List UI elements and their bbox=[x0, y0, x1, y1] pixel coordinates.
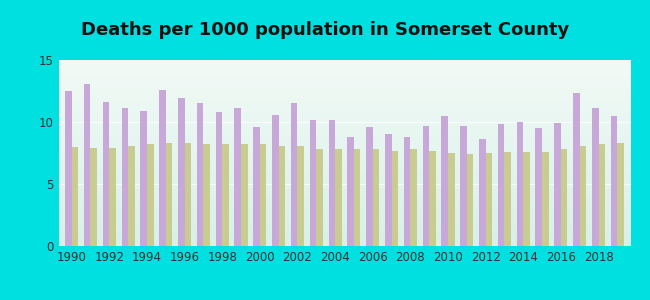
Bar bbox=[159, 90, 166, 246]
Bar bbox=[554, 123, 561, 246]
Bar bbox=[309, 119, 317, 246]
Bar bbox=[542, 152, 549, 246]
Bar bbox=[185, 143, 191, 246]
Bar bbox=[561, 149, 567, 246]
Bar bbox=[203, 144, 210, 246]
Bar bbox=[147, 144, 153, 246]
Bar bbox=[90, 148, 97, 246]
Bar bbox=[291, 103, 298, 246]
Bar bbox=[128, 146, 135, 246]
Bar bbox=[441, 116, 448, 246]
Bar bbox=[216, 112, 222, 246]
Bar bbox=[479, 140, 486, 246]
Bar bbox=[347, 137, 354, 246]
Bar bbox=[222, 144, 229, 246]
Bar bbox=[517, 122, 523, 246]
Bar bbox=[166, 143, 172, 246]
Bar bbox=[404, 137, 410, 246]
Bar bbox=[298, 146, 304, 246]
Bar bbox=[197, 103, 203, 246]
Bar bbox=[140, 111, 147, 246]
Bar bbox=[109, 148, 116, 246]
Bar bbox=[498, 124, 504, 246]
Bar bbox=[536, 128, 542, 246]
Bar bbox=[84, 84, 90, 246]
Bar bbox=[272, 115, 279, 246]
Bar bbox=[573, 94, 580, 246]
Bar bbox=[448, 153, 454, 246]
Bar bbox=[391, 151, 398, 246]
Bar bbox=[486, 153, 492, 246]
Bar bbox=[178, 98, 185, 246]
Bar bbox=[122, 108, 128, 246]
Bar bbox=[611, 116, 618, 246]
Bar bbox=[385, 134, 391, 246]
Bar bbox=[467, 154, 473, 246]
Bar bbox=[422, 126, 429, 246]
Bar bbox=[366, 127, 372, 246]
Bar bbox=[618, 143, 624, 246]
Bar bbox=[429, 151, 436, 246]
Bar bbox=[354, 149, 361, 246]
Bar bbox=[580, 146, 586, 246]
Bar bbox=[235, 108, 241, 246]
Bar bbox=[279, 146, 285, 246]
Bar bbox=[599, 144, 605, 246]
Bar bbox=[254, 127, 260, 246]
Bar bbox=[103, 102, 109, 246]
Bar bbox=[241, 144, 248, 246]
Bar bbox=[504, 152, 511, 246]
Text: Deaths per 1000 population in Somerset County: Deaths per 1000 population in Somerset C… bbox=[81, 21, 569, 39]
Bar bbox=[372, 149, 380, 246]
Bar bbox=[523, 152, 530, 246]
Bar bbox=[410, 149, 417, 246]
Bar bbox=[328, 119, 335, 246]
Bar bbox=[65, 91, 72, 246]
Bar bbox=[72, 147, 78, 246]
Bar bbox=[335, 149, 342, 246]
Bar bbox=[460, 126, 467, 246]
Bar bbox=[260, 144, 266, 246]
Bar bbox=[592, 108, 599, 246]
Bar bbox=[317, 149, 323, 246]
